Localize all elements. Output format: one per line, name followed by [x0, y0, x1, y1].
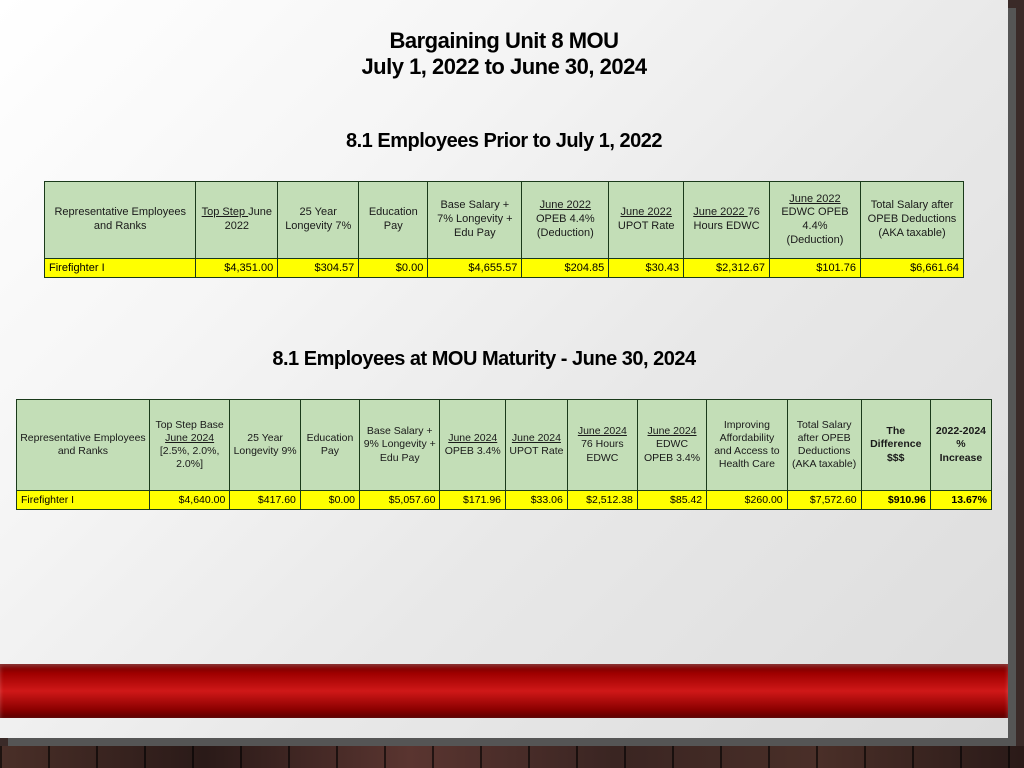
cell: $2,312.67 — [684, 259, 770, 278]
red-accent-band — [0, 664, 1008, 718]
column-header: Top Step June 2022 — [196, 182, 278, 259]
table-1-body: Firefighter I$4,351.00$304.57$0.00$4,655… — [45, 259, 964, 278]
column-header: Education Pay — [300, 400, 359, 491]
row-label: Firefighter I — [17, 491, 150, 510]
cell: $910.96 — [861, 491, 930, 510]
column-header: Top Step Base June 2024 [2.5%, 2.0%, 2.0… — [149, 400, 229, 491]
cell: $4,655.57 — [428, 259, 522, 278]
cell: $7,572.60 — [787, 491, 861, 510]
table-2-body: Firefighter I$4,640.00$417.60$0.00$5,057… — [17, 491, 992, 510]
column-header: June 2024 OPEB 3.4% — [440, 400, 506, 491]
table-1: Representative Employees and RanksTop St… — [44, 181, 964, 278]
column-header: Base Salary + 7% Longevity + Edu Pay — [428, 182, 522, 259]
column-header: Total Salary after OPEB Deductions (AKA … — [860, 182, 963, 259]
cell: $417.60 — [230, 491, 301, 510]
column-header: Improving Affordability and Access to He… — [707, 400, 787, 491]
cell: $6,661.64 — [860, 259, 963, 278]
table-2-head: Representative Employees and RanksTop St… — [17, 400, 992, 491]
background-texture — [0, 746, 1024, 768]
column-header: Education Pay — [359, 182, 428, 259]
table-row: Firefighter I$4,351.00$304.57$0.00$4,655… — [45, 259, 964, 278]
title-line-1: Bargaining Unit 8 MOU — [0, 28, 1008, 54]
section-2-heading: 8.1 Employees at MOU Maturity - June 30,… — [0, 348, 1008, 371]
column-header: The Difference $$$ — [861, 400, 930, 491]
column-header: June 2024 76 Hours EDWC — [567, 400, 637, 491]
cell: $171.96 — [440, 491, 506, 510]
cell: $0.00 — [300, 491, 359, 510]
table-1-head: Representative Employees and RanksTop St… — [45, 182, 964, 259]
section-1-heading: 8.1 Employees Prior to July 1, 2022 — [0, 130, 1008, 153]
cell: $85.42 — [637, 491, 706, 510]
column-header: June 2022 76 Hours EDWC — [684, 182, 770, 259]
slide: Bargaining Unit 8 MOU July 1, 2022 to Ju… — [0, 0, 1008, 738]
cell: $4,640.00 — [149, 491, 229, 510]
column-header: Representative Employees and Ranks — [45, 182, 196, 259]
cell: $101.76 — [769, 259, 860, 278]
cell: $4,351.00 — [196, 259, 278, 278]
column-header: 25 Year Longevity 7% — [278, 182, 359, 259]
cell: $30.43 — [609, 259, 684, 278]
column-header: Total Salary after OPEB Deductions (AKA … — [787, 400, 861, 491]
cell: $304.57 — [278, 259, 359, 278]
cell: $0.00 — [359, 259, 428, 278]
column-header: June 2022 UPOT Rate — [609, 182, 684, 259]
cell: $33.06 — [506, 491, 568, 510]
cell: $5,057.60 — [360, 491, 440, 510]
cell: 13.67% — [930, 491, 991, 510]
column-header: 2022-2024 % Increase — [930, 400, 991, 491]
column-header: Representative Employees and Ranks — [17, 400, 150, 491]
cell: $204.85 — [522, 259, 609, 278]
column-header: June 2024 EDWC OPEB 3.4% — [637, 400, 706, 491]
cell: $260.00 — [707, 491, 787, 510]
row-label: Firefighter I — [45, 259, 196, 278]
column-header: June 2024 UPOT Rate — [506, 400, 568, 491]
title-line-2: July 1, 2022 to June 30, 2024 — [0, 54, 1008, 80]
cell: $2,512.38 — [567, 491, 637, 510]
column-header: June 2022 OPEB 4.4% (Deduction) — [522, 182, 609, 259]
column-header: June 2022 EDWC OPEB 4.4% (Deduction) — [769, 182, 860, 259]
title-block: Bargaining Unit 8 MOU July 1, 2022 to Ju… — [0, 0, 1008, 80]
column-header: 25 Year Longevity 9% — [230, 400, 301, 491]
column-header: Base Salary + 9% Longevity + Edu Pay — [360, 400, 440, 491]
table-row: Firefighter I$4,640.00$417.60$0.00$5,057… — [17, 491, 992, 510]
table-2: Representative Employees and RanksTop St… — [16, 399, 992, 510]
